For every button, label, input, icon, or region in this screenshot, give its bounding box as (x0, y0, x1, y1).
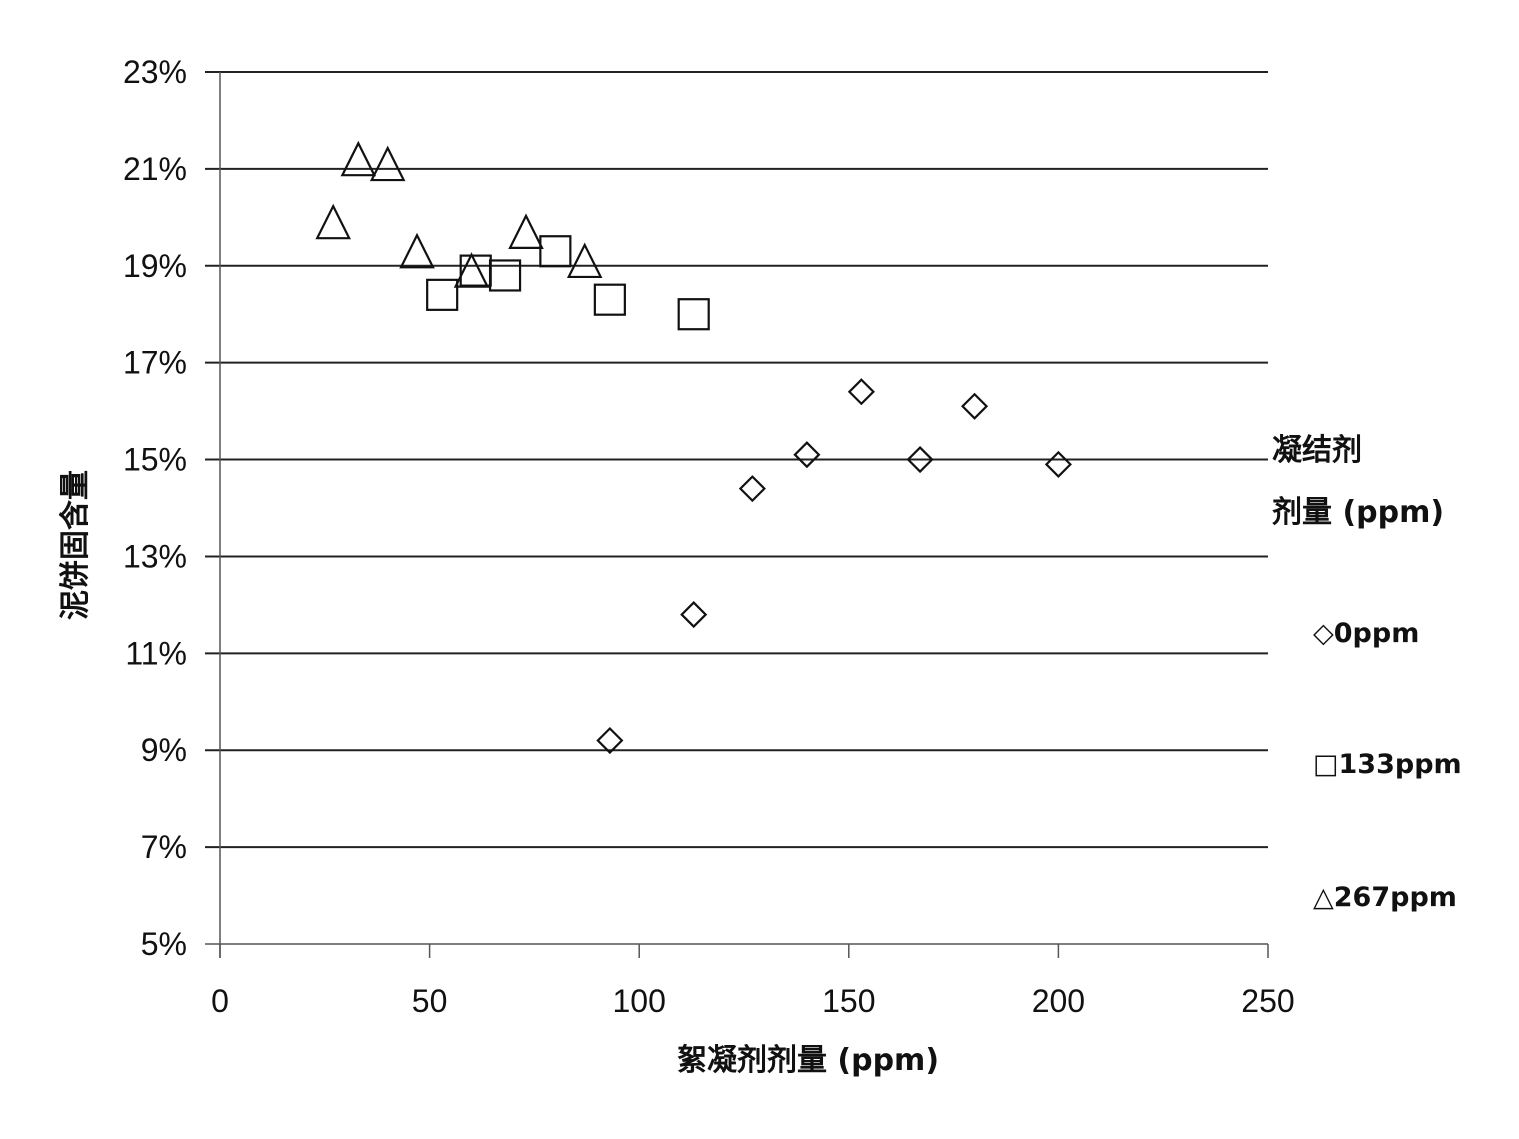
point-0ppm-3 (793, 441, 821, 469)
point-133ppm-3 (539, 235, 572, 268)
y-tick-label-19: 19% (123, 248, 187, 284)
point-133ppm-4 (593, 283, 626, 316)
y-axis-title: 泥饼固含量 (58, 470, 93, 620)
legend: 凝结剂 剂量 (ppm) ◇0ppm □133ppm △267ppm (1272, 433, 1462, 913)
legend-entry-0ppm: ◇0ppm (1313, 618, 1419, 649)
point-0ppm-4 (847, 378, 875, 406)
y-tick-labels: 5% 7% 9% 11% 13% 15% 17% 19% 21% 23% (123, 54, 187, 962)
gridlines (205, 71, 1268, 849)
y-tick-label-21: 21% (123, 151, 187, 187)
legend-entry-133ppm: □133ppm (1313, 749, 1462, 780)
y-tick-label-15: 15% (123, 442, 187, 478)
legend-title-line2: 剂量 (ppm) (1272, 495, 1444, 530)
point-267ppm-1 (340, 140, 377, 177)
point-267ppm-6 (566, 242, 603, 279)
x-tick-label-100: 100 (613, 983, 666, 1019)
y-tick-label-7: 7% (141, 829, 187, 865)
x-tick-label-0: 0 (211, 983, 229, 1019)
x-axis-title: 絮凝剂剂量 (ppm) (677, 1043, 939, 1078)
point-133ppm-1 (459, 254, 492, 287)
y-tick-label-17: 17% (123, 345, 187, 381)
axes (205, 72, 1269, 958)
y-tick-label-11: 11% (125, 635, 187, 671)
point-0ppm-5 (906, 445, 934, 474)
point-267ppm-0 (315, 203, 351, 240)
point-133ppm-0 (426, 278, 459, 311)
point-0ppm-6 (961, 392, 989, 420)
point-0ppm-0 (596, 726, 624, 755)
point-0ppm-7 (1044, 450, 1072, 478)
data-points (315, 140, 1072, 755)
point-267ppm-2 (369, 145, 406, 182)
point-0ppm-1 (680, 601, 708, 629)
point-267ppm-5 (508, 213, 544, 249)
y-tick-label-9: 9% (141, 732, 187, 768)
x-tick-label-200: 200 (1032, 983, 1085, 1019)
x-tick-label-150: 150 (822, 983, 875, 1019)
point-267ppm-3 (399, 232, 435, 269)
point-0ppm-2 (738, 475, 766, 503)
point-267ppm-4 (453, 252, 490, 288)
y-tick-label-23: 23% (123, 54, 187, 90)
point-133ppm-5 (677, 298, 710, 331)
x-tick-labels: 0 50 100 150 200 250 (211, 983, 1295, 1019)
legend-entry-267ppm: △267ppm (1313, 882, 1457, 913)
x-tick-label-250: 250 (1241, 983, 1294, 1019)
x-tick-label-50: 50 (412, 983, 448, 1019)
legend-title-line1: 凝结剂 (1272, 433, 1362, 468)
y-tick-label-13: 13% (123, 538, 187, 574)
y-tick-label-5: 5% (141, 926, 187, 962)
point-133ppm-2 (488, 259, 522, 292)
